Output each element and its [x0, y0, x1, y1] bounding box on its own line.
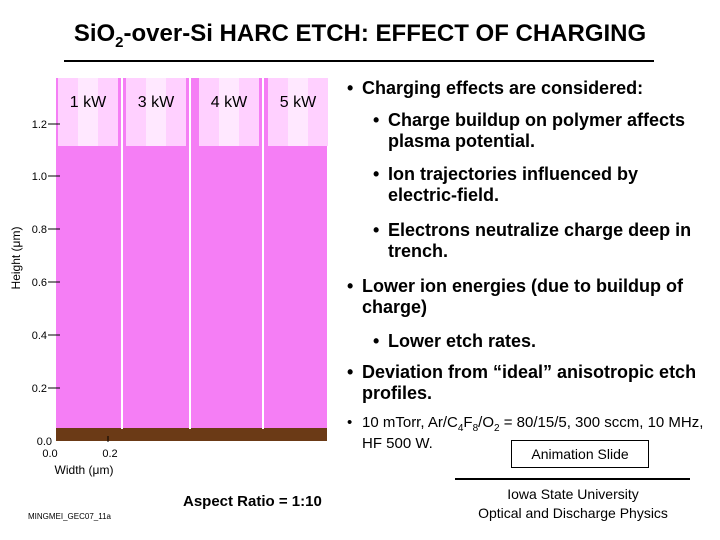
- x-tick-label: 0.0: [42, 448, 57, 460]
- y-tick-label: 0.2: [32, 383, 47, 395]
- trench-opening: [288, 78, 308, 146]
- trench-opening: [78, 78, 98, 146]
- panel-divider: [189, 78, 191, 429]
- y-tick-label: 0.4: [32, 330, 47, 342]
- title-rule: [64, 60, 654, 62]
- power-label-1kw: 1 kW: [70, 94, 107, 111]
- y-tick-label: 0.8: [32, 224, 47, 236]
- bullet-main-3: • Deviation from “ideal” anisotropic etch…: [347, 362, 697, 403]
- trenches: [78, 78, 308, 429]
- bullet-sub-1: • Charge buildup on polymer affects plasm…: [373, 110, 686, 151]
- power-label-4kw: 4 kW: [211, 94, 248, 111]
- x-tick-label: 0.2: [102, 448, 117, 460]
- university-name: Iowa State University: [507, 486, 639, 502]
- trench-opening: [219, 78, 239, 146]
- panel-divider: [262, 78, 264, 429]
- bullet-main-2: • Lower ion energies (due to buildup of c…: [347, 276, 683, 317]
- aspect-ratio-label: Aspect Ratio = 1:10: [183, 493, 322, 510]
- bullet-sub-2: • Ion trajectories influenced by electric…: [373, 164, 639, 205]
- slide-title: SiO2-over-Si HARC ETCH: EFFECT OF CHARGI…: [73, 20, 647, 51]
- bullet-main-1: • Charging effects are considered:: [347, 78, 644, 98]
- y-tick-label: 1.2: [32, 119, 47, 131]
- power-label-3kw: 3 kW: [138, 94, 175, 111]
- slide-id: MINGMEI_GEC07_11a: [28, 512, 111, 521]
- conditions-bullet: • 10 mTorr, Ar/C4F8/O2 = 80/15/5, 300 scc…: [347, 414, 704, 452]
- panel-divider: [121, 78, 123, 429]
- substrate-layer: [56, 428, 327, 441]
- group-name: Optical and Discharge Physics: [478, 505, 668, 521]
- trench-opening: [146, 78, 166, 146]
- university-credit: Iowa State University Optical and Discha…: [440, 485, 706, 523]
- footer-rule: [455, 478, 690, 480]
- power-label-5kw: 5 kW: [280, 94, 317, 111]
- y-axis-label: Height (μm): [9, 227, 23, 290]
- animation-slide-button[interactable]: Animation Slide: [511, 440, 649, 468]
- y-tick-label: 1.0: [32, 171, 47, 183]
- x-axis-label: Width (μm): [55, 463, 114, 477]
- y-tick-label: 0.0: [37, 436, 52, 448]
- bullet-sub-4: • Lower etch rates.: [373, 331, 537, 351]
- y-tick-label: 0.6: [32, 277, 47, 289]
- bullet-sub-3: • Electrons neutralize charge deep in tre…: [373, 220, 692, 261]
- etch-profile-figure: 1 kW 3 kW 4 kW 5 kW 1.2 1.0 0.8 0.6 0.4 …: [9, 78, 328, 477]
